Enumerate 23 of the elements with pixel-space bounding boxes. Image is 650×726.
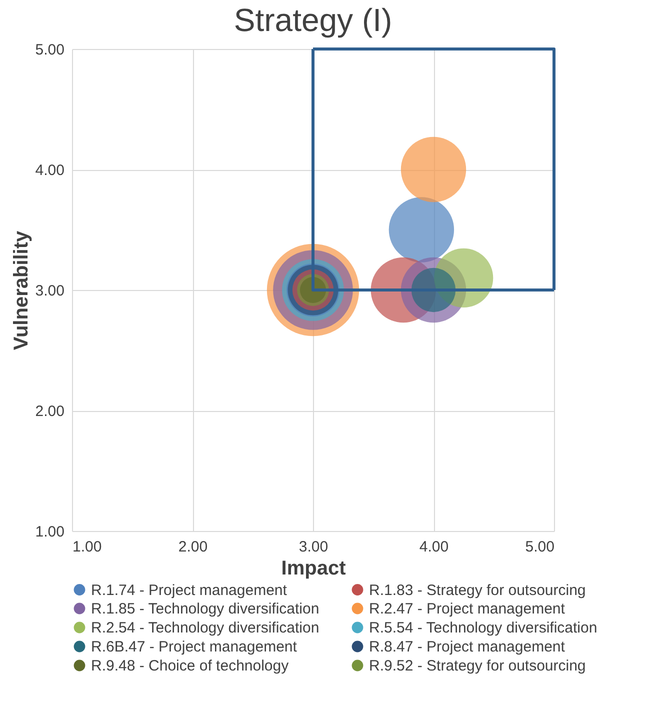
- legend-label: R.2.47 - Project management: [369, 600, 566, 618]
- y-tick-label: 5.00: [35, 42, 64, 58]
- x-tick-label: 4.00: [419, 538, 449, 556]
- x-tick-label: 2.00: [178, 538, 208, 556]
- legend-label: R.1.74 - Project management: [91, 582, 288, 599]
- x-tick-label: 5.00: [525, 538, 554, 556]
- y-tick-label: 4.00: [35, 162, 64, 179]
- y-tick-label: 1.00: [35, 524, 64, 540]
- legend-label: R.6B.47 - Project management: [91, 638, 298, 656]
- y-tick-label: 2.00: [35, 403, 64, 420]
- x-axis-title: Impact: [281, 558, 346, 580]
- legend-label: R.5.54 - Technology diversification: [369, 620, 598, 636]
- y-axis-title: Vulnerability: [10, 230, 32, 350]
- legend-label: R.1.85 - Technology diversification: [91, 600, 320, 618]
- legend-label: R.1.83 - Strategy for outsourcing: [369, 582, 586, 599]
- legend-label: R.2.54 - Technology diversification: [91, 620, 320, 636]
- legend-label: R.9.48 - Choice of technology: [91, 658, 290, 674]
- x-tick-label: 1.00: [72, 538, 102, 556]
- x-tick-label: 3.00: [298, 538, 328, 556]
- chart-title: Strategy (I): [234, 2, 392, 38]
- legend-label: R.9.52 - Strategy for outsourcing: [369, 658, 586, 674]
- legend-label: R.8.47 - Project management: [369, 638, 566, 656]
- y-tick-label: 3.00: [35, 282, 64, 300]
